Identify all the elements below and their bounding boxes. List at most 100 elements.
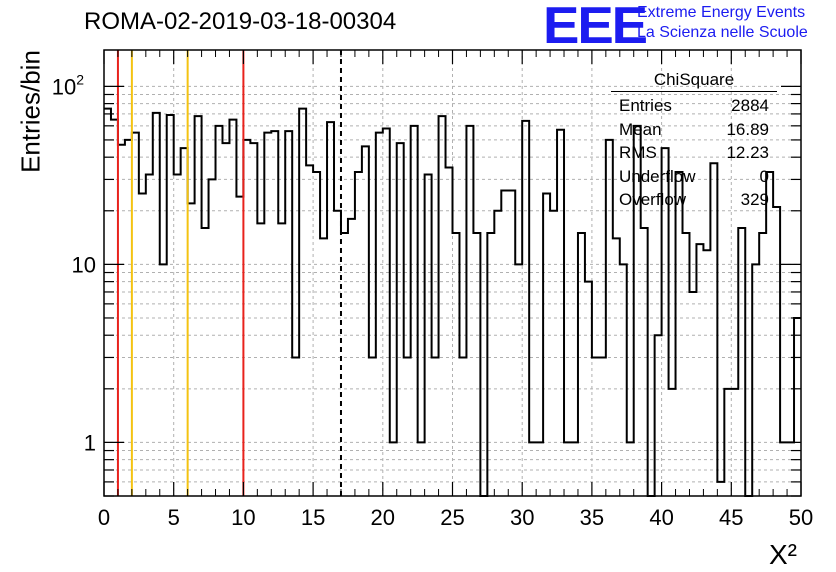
histogram-bin xyxy=(348,219,355,496)
histogram-bin xyxy=(766,172,773,496)
stats-label: Mean xyxy=(619,119,662,139)
histogram-bin xyxy=(181,148,188,496)
histogram-bin xyxy=(257,223,264,496)
histogram-bin xyxy=(738,228,745,496)
histogram-bin xyxy=(411,126,418,496)
stats-row-overflow: Overflow 329 xyxy=(611,188,777,212)
x-tick-label: 30 xyxy=(510,505,534,530)
stats-label: Underflow xyxy=(619,166,696,186)
histogram-bin xyxy=(202,228,209,496)
histogram-bin xyxy=(578,233,585,496)
stats-row-entries: Entries 2884 xyxy=(611,94,777,118)
histogram-bin xyxy=(229,120,236,496)
histogram-bin xyxy=(529,442,536,496)
histogram-bin xyxy=(731,389,738,496)
x-tick-label: 25 xyxy=(440,505,464,530)
histogram-bin xyxy=(459,357,466,496)
x-tick-label: 20 xyxy=(371,505,395,530)
histogram-bin xyxy=(125,140,132,496)
histogram-bin xyxy=(425,174,432,496)
stats-value: 2884 xyxy=(731,96,769,115)
x-tick-label: 15 xyxy=(301,505,325,530)
histogram-bin xyxy=(146,174,153,496)
x-tick-label: 0 xyxy=(98,505,110,530)
histogram-bin xyxy=(515,264,522,496)
histogram-bin xyxy=(794,318,801,496)
stats-value: 12.23 xyxy=(726,143,769,162)
logo-text: Extreme Energy Events La Scienza nelle S… xyxy=(637,3,808,43)
x-tick-label: 5 xyxy=(168,505,180,530)
histogram-bin xyxy=(759,233,766,496)
x-tick-label: 50 xyxy=(789,505,813,530)
histogram-bin xyxy=(780,442,787,496)
histogram-bin xyxy=(571,442,578,496)
histogram-bin xyxy=(174,174,181,496)
histogram-bin xyxy=(557,130,564,496)
stats-row-mean: Mean 16.89 xyxy=(611,118,777,142)
histogram-bin xyxy=(689,292,696,496)
y-tick-label: 10 xyxy=(72,252,96,277)
histogram-bin xyxy=(641,228,648,496)
histogram-bin xyxy=(696,244,703,496)
histogram-bin xyxy=(250,143,257,496)
histogram-bin xyxy=(306,165,313,496)
histogram-bin xyxy=(299,109,306,496)
histogram-bin xyxy=(599,357,606,496)
histogram-bin xyxy=(271,131,278,496)
stats-label: Entries xyxy=(619,96,672,115)
stats-title: ChiSquare xyxy=(611,70,777,92)
histogram-bin xyxy=(167,115,174,496)
histogram-bin xyxy=(285,131,292,496)
histogram-bin xyxy=(466,126,473,496)
histogram-bin xyxy=(111,120,118,496)
histogram-bin xyxy=(536,442,543,496)
histogram-bin xyxy=(522,121,529,496)
stats-row-rms: RMS 12.23 xyxy=(611,141,777,165)
histogram-bin xyxy=(508,190,515,496)
histogram-bin xyxy=(278,223,285,496)
x-tick-label: 35 xyxy=(580,505,604,530)
histogram-bin xyxy=(432,357,439,496)
histogram-bin xyxy=(132,133,139,496)
histogram-bin xyxy=(752,264,759,496)
histogram-bin xyxy=(376,133,383,496)
histogram-bin xyxy=(717,482,724,496)
histogram-bin xyxy=(613,238,620,496)
histogram-bin xyxy=(627,442,634,496)
histogram-bin xyxy=(564,442,571,496)
axis-ticks xyxy=(103,50,802,497)
histogram-bin xyxy=(418,442,425,496)
histogram-bin xyxy=(676,172,683,496)
histogram-bin xyxy=(404,357,411,496)
histogram-bin xyxy=(153,113,160,496)
histogram-bin xyxy=(473,233,480,496)
stats-value: 16.89 xyxy=(726,119,769,139)
histogram-bin xyxy=(543,194,550,496)
x-tick-label: 40 xyxy=(649,505,673,530)
eee-logo-icon: EEE xyxy=(543,0,648,55)
histogram-bin xyxy=(487,233,494,496)
histogram-bin xyxy=(550,211,557,496)
histogram-bin xyxy=(383,128,390,496)
histogram-bin xyxy=(620,264,627,496)
plot-title: ROMA-02-2019-03-18-00304 xyxy=(84,8,397,35)
histogram-bin xyxy=(683,233,690,496)
y-axis-label: Entries/bin xyxy=(15,50,46,173)
histogram-bin xyxy=(264,133,271,496)
marker-lines xyxy=(116,50,342,496)
stats-value: 329 xyxy=(740,190,769,209)
histogram-bin xyxy=(209,179,216,496)
histogram-bin xyxy=(592,357,599,496)
x-axis-label: X² xyxy=(769,539,797,570)
y-tick-label-base: 10 xyxy=(52,74,76,99)
y-tick-label: 102 xyxy=(52,71,84,99)
histogram-bin xyxy=(710,163,717,496)
histogram-bin xyxy=(494,211,501,496)
histogram-bin xyxy=(341,233,348,496)
histogram-bin xyxy=(362,146,369,496)
histogram-bin xyxy=(439,116,446,496)
x-tick-label: 10 xyxy=(231,505,255,530)
histogram-bin xyxy=(313,172,320,496)
